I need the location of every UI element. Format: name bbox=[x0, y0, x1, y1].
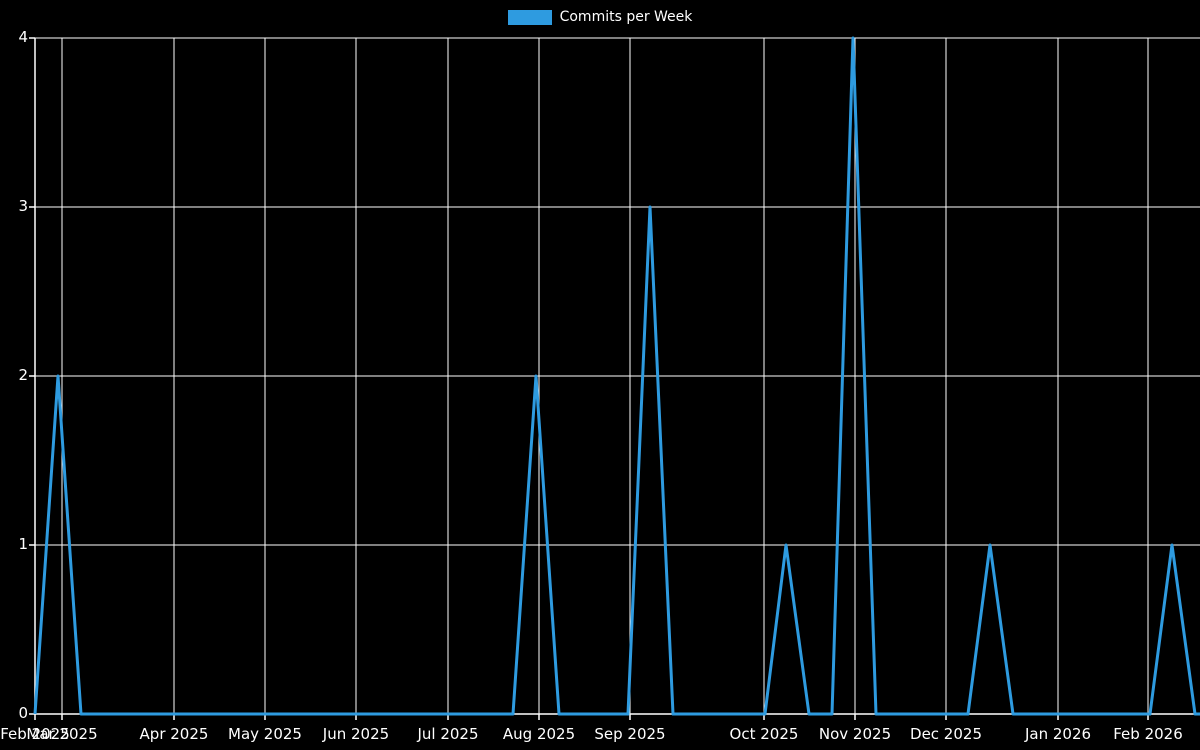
y-axis-tick-label: 4 bbox=[18, 28, 28, 46]
x-axis-tick-label: Aug 2025 bbox=[502, 725, 576, 743]
x-axis-tick-label: Mar 2025 bbox=[26, 725, 98, 743]
x-axis-tick-label: Feb 2026 bbox=[1113, 725, 1183, 743]
y-axis-tick-label: 0 bbox=[18, 704, 28, 722]
x-axis-tick-label: Dec 2025 bbox=[910, 725, 982, 743]
x-axis-tick-label: Jun 2025 bbox=[322, 725, 390, 743]
legend-color-swatch bbox=[507, 9, 552, 25]
y-axis-tick-marks bbox=[29, 37, 35, 715]
gridlines bbox=[34, 37, 1200, 715]
x-axis-tick-label: Nov 2025 bbox=[818, 725, 892, 743]
y-axis-tick-label: 2 bbox=[18, 366, 28, 384]
chart-legend: Commits per Week bbox=[0, 6, 1200, 28]
x-axis-tick-label: Oct 2025 bbox=[729, 725, 799, 743]
legend-label-commits-per-week: Commits per Week bbox=[559, 8, 693, 25]
x-axis-tick-label: Jul 2025 bbox=[417, 725, 479, 743]
series-line-commits-per-week bbox=[33, 36, 1200, 716]
x-axis-tick-label: May 2025 bbox=[228, 725, 302, 743]
y-axis-tick-label: 1 bbox=[18, 535, 28, 553]
x-axis-tick-label: Sep 2025 bbox=[594, 725, 666, 743]
x-axis-tick-label: Jan 2026 bbox=[1024, 725, 1092, 743]
x-axis-tick-label: Feb 2025 bbox=[0, 725, 70, 743]
y-axis-tick-label: 3 bbox=[18, 197, 28, 215]
x-axis-tick-label: Apr 2025 bbox=[139, 725, 209, 743]
